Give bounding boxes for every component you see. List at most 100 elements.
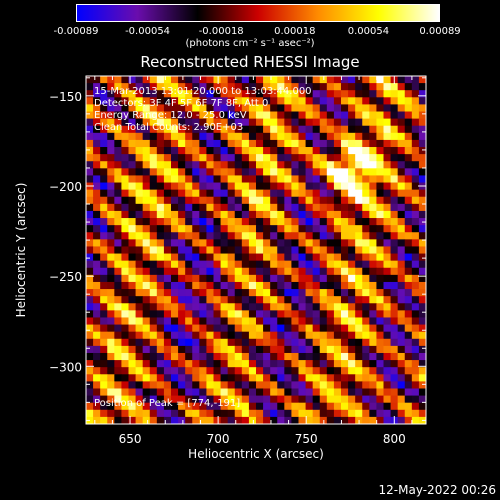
heatmap-cell [93,104,101,112]
heatmap-cell [277,239,285,247]
heatmap-cell [305,317,314,325]
heatmap-cell [149,125,158,134]
heatmap-cell [362,111,370,120]
heatmap-cell [291,232,299,240]
heatmap-cell [298,196,306,205]
heatmap-cell [248,374,257,382]
heatmap-cell [234,416,243,425]
heatmap-cell [341,168,349,176]
heatmap-cell [397,203,406,212]
heatmap-cell [128,147,136,155]
heatmap-cell [376,374,384,382]
heatmap-cell [86,161,94,169]
heatmap-cell [100,125,108,134]
heatmap-cell [376,132,384,141]
heatmap-cell [312,246,321,254]
heatmap-cell [220,118,229,127]
heatmap-cell [93,125,101,134]
heatmap-cell [171,203,179,212]
heatmap-cell [362,409,370,418]
heatmap-cell [192,168,200,176]
heatmap-cell [390,196,399,205]
heatmap-cell [383,111,391,120]
heatmap-cell [227,132,236,141]
heatmap-cell [142,161,151,169]
heatmap-cell [341,175,349,183]
heatmap-cell [397,281,406,290]
heatmap-cell [178,161,186,169]
heatmap-cell [383,338,391,347]
heatmap-cell [312,303,321,311]
heatmap-cell [107,97,115,105]
heatmap-cell [234,161,243,169]
heatmap-cell [241,352,250,361]
heatmap-cell [171,281,179,290]
heatmap-cell [135,90,144,98]
heatmap-cell [291,104,299,112]
heatmap-cell [178,296,186,304]
heatmap-cell [277,104,285,112]
heatmap-cell [234,395,243,404]
heatmap-cell [404,409,413,418]
heatmap-cell [171,289,179,297]
heatmap-cell [163,402,172,411]
heatmap-cell [213,367,221,375]
heatmap-cell [284,182,292,191]
heatmap-cell [305,274,314,283]
heatmap-cell [121,374,129,382]
heatmap-cell [383,381,391,389]
heatmap-cell [270,289,278,297]
heatmap-cell [369,303,377,311]
heatmap-cell [277,253,285,262]
heatmap-cell [411,374,420,382]
heatmap-cell [411,289,420,297]
heatmap-cell [149,196,158,205]
heatmap-cell [206,395,214,404]
heatmap-cell [397,381,406,389]
heatmap-cell [248,331,257,340]
heatmap-cell [86,203,94,212]
heatmap-cell [213,97,221,105]
heatmap-cell [241,90,250,98]
heatmap-cell [305,267,314,276]
heatmap-cell [390,296,399,304]
heatmap-cell [220,409,229,418]
heatmap-cell [319,90,328,98]
heatmap-cell [213,218,221,226]
heatmap-cell [376,317,384,325]
heatmap-cell [341,210,349,219]
heatmap-cell [383,260,391,269]
heatmap-cell [107,416,115,425]
heatmap-cell [383,218,391,226]
heatmap-cell [326,274,335,283]
heatmap-cell [142,253,151,262]
heatmap-cell [248,76,257,84]
heatmap-cell [227,161,236,169]
heatmap-cell [333,395,342,404]
heatmap-cell [263,182,271,191]
heatmap-cell [241,111,250,120]
heatmap-cell [86,310,94,318]
heatmap-cell [241,196,250,205]
heatmap-cell [149,232,158,240]
heatmap-cell [185,360,193,368]
heatmap-cell [312,239,321,247]
heatmap-cell [326,303,335,311]
heatmap-cell [298,218,306,226]
heatmap-cell [362,125,370,134]
heatmap-cell [128,416,136,425]
heatmap-cell [128,196,136,205]
heatmap-cell [263,246,271,254]
heatmap-cell [355,161,363,169]
heatmap-cell [93,388,101,396]
heatmap-cell [93,267,101,276]
heatmap-cell [298,317,306,325]
heatmap-cell [284,310,292,318]
heatmap-cell [383,239,391,247]
heatmap-cell [284,317,292,325]
heatmap-cell [199,189,207,198]
heatmap-cell [362,104,370,112]
heatmap-cell [326,168,335,176]
heatmap-cell [362,168,370,176]
